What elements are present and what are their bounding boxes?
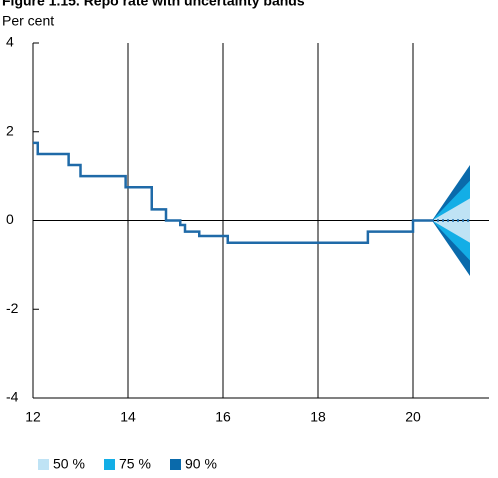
x-tick-label: 14 (120, 409, 136, 425)
x-tick-label: 12 (25, 409, 41, 425)
legend-label: 50 % (53, 456, 85, 472)
x-tick-label: 18 (310, 409, 326, 425)
legend-swatch (104, 459, 115, 470)
y-tick-label: 4 (6, 34, 14, 50)
legend-swatch (38, 459, 49, 470)
legend-swatch (170, 459, 181, 470)
y-tick-label: -2 (6, 300, 19, 316)
chart-subtitle: Per cent (2, 13, 54, 29)
legend-label: 75 % (119, 456, 151, 472)
y-tick-label: 0 (6, 211, 14, 227)
repo-rate-line (33, 141, 432, 244)
y-tick-label: -4 (6, 389, 19, 405)
x-tick-label: 16 (215, 409, 231, 425)
x-tick-label: 20 (405, 409, 421, 425)
legend-label: 90 % (185, 456, 217, 472)
y-tick-label: 2 (6, 122, 14, 138)
chart-title: Figure 1.15. Repo rate with uncertainty … (2, 0, 305, 9)
